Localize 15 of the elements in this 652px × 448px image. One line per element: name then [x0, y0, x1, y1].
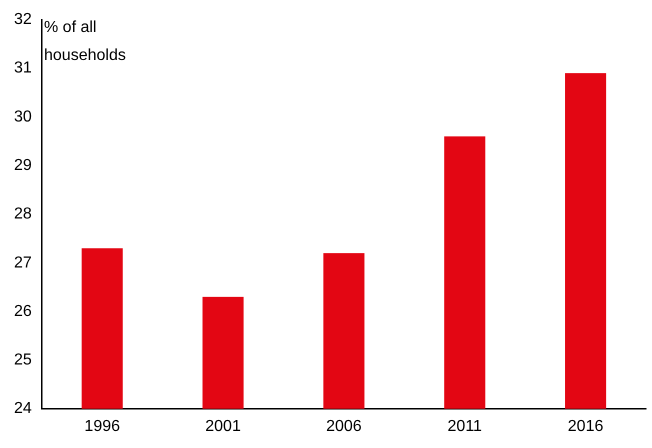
y-tick-label: 29 — [14, 156, 32, 174]
x-tick-label: 2001 — [205, 418, 241, 435]
y-tick-label: 26 — [14, 302, 32, 320]
y-axis-title: % of all households — [44, 18, 127, 66]
y-tick-label: 25 — [14, 352, 32, 369]
x-tick-label: 2006 — [326, 418, 362, 435]
y-tick-label: 31 — [14, 60, 32, 77]
y-tick-label: 24 — [14, 400, 32, 418]
y-tick-label: 28 — [14, 206, 32, 223]
y-tick-label: 30 — [14, 108, 32, 126]
x-tick-label: 2016 — [568, 418, 604, 435]
y-tick-label: 32 — [14, 11, 32, 28]
y-tick-label: 27 — [14, 254, 32, 272]
x-tick-label: 2011 — [448, 418, 482, 435]
x-tick-label: 1996 — [84, 418, 120, 435]
